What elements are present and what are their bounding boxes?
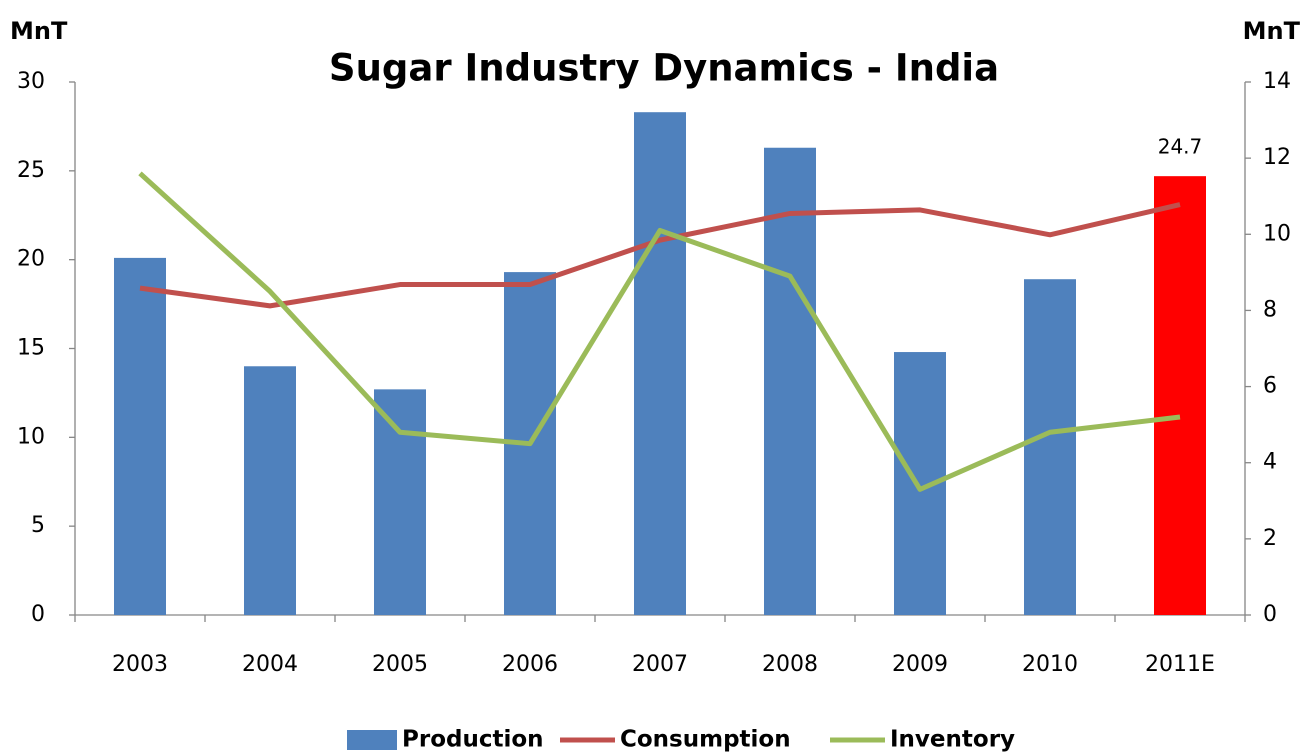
y2-tick-label: 8 [1263, 297, 1277, 322]
y2-axis-label: MnT [1243, 17, 1301, 45]
x-tick-label: 2004 [242, 652, 298, 677]
legend-label: Inventory [890, 727, 1015, 752]
bar [1154, 176, 1206, 615]
bar [374, 389, 426, 615]
x-tick-label: 2007 [632, 652, 688, 677]
y2-tick-label: 4 [1263, 450, 1277, 475]
x-tick-label: 2008 [762, 652, 818, 677]
bar [634, 112, 686, 615]
y2-tick-label: 14 [1263, 69, 1291, 94]
bar [114, 257, 166, 615]
y-tick-label: 30 [17, 69, 45, 94]
y-tick-label: 5 [31, 513, 45, 538]
chart-title: Sugar Industry Dynamics - India [329, 47, 999, 90]
y-tick-label: 0 [31, 602, 45, 627]
y-axis-label: MnT [10, 17, 68, 45]
y-tick-label: 20 [17, 247, 45, 272]
bar [764, 147, 816, 615]
y2-tick-label: 12 [1263, 145, 1291, 170]
data-label: 24.7 [1158, 135, 1203, 159]
legend-swatch [347, 730, 397, 750]
x-tick-label: 2009 [892, 652, 948, 677]
line [138, 171, 1181, 492]
x-tick-label: 2011E [1145, 652, 1215, 677]
x-tick-label: 2003 [112, 652, 168, 677]
legend-label: Consumption [620, 727, 791, 752]
y-tick-label: 25 [17, 158, 45, 183]
y2-tick-label: 6 [1263, 374, 1277, 399]
y2-tick-label: 2 [1263, 526, 1277, 551]
y-tick-label: 15 [17, 336, 45, 361]
bar [244, 366, 296, 615]
y2-tick-label: 0 [1263, 602, 1277, 627]
legend-label: Production [402, 727, 544, 752]
y2-tick-label: 10 [1263, 221, 1291, 246]
x-tick-label: 2010 [1022, 652, 1078, 677]
x-tick-label: 2005 [372, 652, 428, 677]
bar [1024, 279, 1076, 615]
line [139, 202, 1181, 309]
x-tick-label: 2006 [502, 652, 558, 677]
y-tick-label: 10 [17, 424, 45, 449]
